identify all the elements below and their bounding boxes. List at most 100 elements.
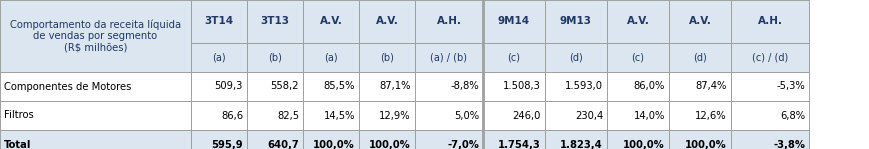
Text: 558,2: 558,2 <box>270 82 299 91</box>
Bar <box>191 72 247 101</box>
Text: 82,5: 82,5 <box>277 111 299 121</box>
Text: Total: Total <box>4 139 31 149</box>
Bar <box>545 0 607 43</box>
Text: 640,7: 640,7 <box>268 139 299 149</box>
Bar <box>191 101 247 130</box>
Bar <box>303 43 359 72</box>
Text: 100,0%: 100,0% <box>686 139 727 149</box>
Text: 230,4: 230,4 <box>574 111 603 121</box>
Bar <box>607 130 669 149</box>
Text: A.V.: A.V. <box>627 17 649 27</box>
Bar <box>483 72 545 101</box>
Bar <box>415 101 483 130</box>
Bar <box>303 72 359 101</box>
Text: -7,0%: -7,0% <box>448 139 479 149</box>
Text: Componentes de Motores: Componentes de Motores <box>4 82 131 91</box>
Text: 87,1%: 87,1% <box>380 82 411 91</box>
Text: A.V.: A.V. <box>375 17 399 27</box>
Bar <box>607 0 669 43</box>
Bar <box>359 101 415 130</box>
Bar <box>303 0 359 43</box>
Text: 509,3: 509,3 <box>215 82 243 91</box>
Text: 86,0%: 86,0% <box>634 82 665 91</box>
Bar <box>545 130 607 149</box>
Text: (c) / (d): (c) / (d) <box>752 52 788 62</box>
Bar <box>415 72 483 101</box>
Bar <box>545 43 607 72</box>
Text: 12,6%: 12,6% <box>695 111 727 121</box>
Bar <box>483 43 545 72</box>
Text: 595,9: 595,9 <box>211 139 243 149</box>
Bar <box>247 72 303 101</box>
Bar <box>359 0 415 43</box>
Bar <box>0 72 191 101</box>
Bar <box>303 130 359 149</box>
Text: (d): (d) <box>569 52 583 62</box>
Bar <box>731 0 809 43</box>
Bar <box>731 72 809 101</box>
Bar <box>483 130 545 149</box>
Text: A.H.: A.H. <box>758 17 782 27</box>
Bar <box>669 101 731 130</box>
Text: (a): (a) <box>324 52 338 62</box>
Text: 12,9%: 12,9% <box>380 111 411 121</box>
Bar <box>0 0 191 72</box>
Bar <box>545 72 607 101</box>
Bar <box>191 130 247 149</box>
Bar <box>0 101 191 130</box>
Text: 1.593,0: 1.593,0 <box>565 82 603 91</box>
Bar <box>415 0 483 43</box>
Bar <box>731 101 809 130</box>
Text: 1.823,4: 1.823,4 <box>561 139 603 149</box>
Text: 3T14: 3T14 <box>204 17 234 27</box>
Bar <box>669 0 731 43</box>
Bar <box>483 101 545 130</box>
Bar <box>359 43 415 72</box>
Text: (a) / (b): (a) / (b) <box>430 52 468 62</box>
Bar <box>191 43 247 72</box>
Text: (d): (d) <box>693 52 706 62</box>
Bar <box>415 43 483 72</box>
Bar <box>415 130 483 149</box>
Text: 14,5%: 14,5% <box>323 111 355 121</box>
Bar <box>303 101 359 130</box>
Text: 100,0%: 100,0% <box>623 139 665 149</box>
Text: 5,0%: 5,0% <box>454 111 479 121</box>
Text: 246,0: 246,0 <box>513 111 541 121</box>
Bar <box>669 72 731 101</box>
Bar <box>359 72 415 101</box>
Text: -5,3%: -5,3% <box>776 82 805 91</box>
Text: (c): (c) <box>507 52 521 62</box>
Bar <box>247 130 303 149</box>
Text: 9M14: 9M14 <box>498 17 530 27</box>
Bar <box>545 101 607 130</box>
Text: 1.508,3: 1.508,3 <box>503 82 541 91</box>
Text: (b): (b) <box>380 52 394 62</box>
Text: 86,6: 86,6 <box>221 111 243 121</box>
Text: Filtros: Filtros <box>4 111 34 121</box>
Text: 14,0%: 14,0% <box>634 111 665 121</box>
Bar <box>247 101 303 130</box>
Bar <box>191 0 247 43</box>
Text: 87,4%: 87,4% <box>695 82 727 91</box>
Bar <box>247 43 303 72</box>
Text: 6,8%: 6,8% <box>779 111 805 121</box>
Bar <box>669 43 731 72</box>
Text: (b): (b) <box>268 52 282 62</box>
Text: A.V.: A.V. <box>320 17 342 27</box>
Bar <box>731 43 809 72</box>
Text: 3T13: 3T13 <box>261 17 289 27</box>
Text: A.H.: A.H. <box>436 17 461 27</box>
Text: 100,0%: 100,0% <box>313 139 355 149</box>
Text: -8,8%: -8,8% <box>450 82 479 91</box>
Bar <box>607 43 669 72</box>
Bar <box>0 130 191 149</box>
Text: (c): (c) <box>632 52 645 62</box>
Bar <box>607 72 669 101</box>
Text: 9M13: 9M13 <box>560 17 592 27</box>
Bar <box>669 130 731 149</box>
Text: (a): (a) <box>212 52 226 62</box>
Bar <box>247 0 303 43</box>
Text: Comportamento da receita líquida
de vendas por segmento
(R$ milhões): Comportamento da receita líquida de vend… <box>10 19 181 53</box>
Text: 85,5%: 85,5% <box>323 82 355 91</box>
